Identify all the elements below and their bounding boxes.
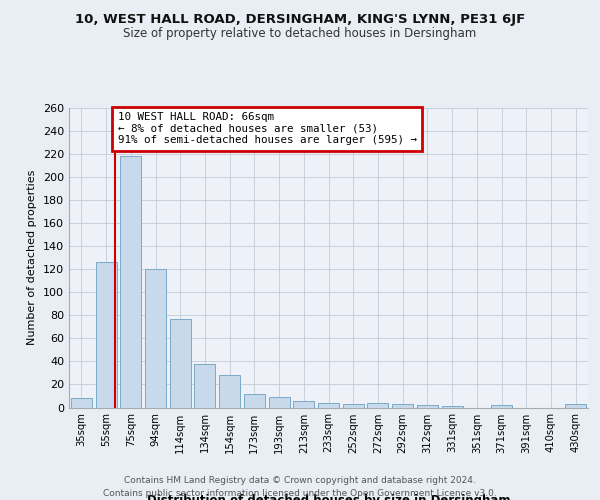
Bar: [293, 400, 314, 407]
Text: 10, WEST HALL ROAD, DERSINGHAM, KING'S LYNN, PE31 6JF: 10, WEST HALL ROAD, DERSINGHAM, KING'S L…: [75, 12, 525, 26]
Text: Contains HM Land Registry data © Crown copyright and database right 2024.: Contains HM Land Registry data © Crown c…: [124, 476, 476, 485]
Text: 10 WEST HALL ROAD: 66sqm
← 8% of detached houses are smaller (53)
91% of semi-de: 10 WEST HALL ROAD: 66sqm ← 8% of detache…: [118, 112, 416, 146]
Bar: [170, 318, 191, 408]
Bar: [244, 394, 265, 407]
Y-axis label: Number of detached properties: Number of detached properties: [28, 170, 37, 345]
Text: Size of property relative to detached houses in Dersingham: Size of property relative to detached ho…: [124, 28, 476, 40]
Bar: [392, 404, 413, 407]
Bar: [95, 262, 116, 408]
Bar: [565, 404, 586, 407]
Text: Contains public sector information licensed under the Open Government Licence v3: Contains public sector information licen…: [103, 489, 497, 498]
Bar: [343, 404, 364, 407]
Bar: [194, 364, 215, 408]
Bar: [71, 398, 92, 407]
Bar: [442, 406, 463, 408]
Bar: [219, 375, 240, 408]
Bar: [269, 397, 290, 407]
Bar: [145, 269, 166, 407]
Bar: [367, 403, 388, 407]
Bar: [318, 403, 339, 407]
Bar: [491, 405, 512, 407]
X-axis label: Distribution of detached houses by size in Dersingham: Distribution of detached houses by size …: [147, 494, 510, 500]
Bar: [417, 405, 438, 407]
Bar: [120, 156, 141, 407]
